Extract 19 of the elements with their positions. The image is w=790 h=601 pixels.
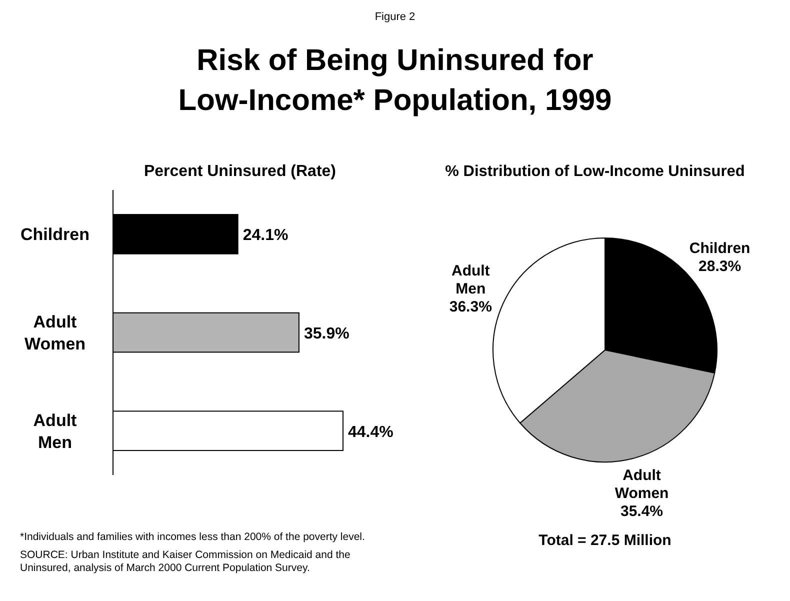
data-label: 35.4% — [620, 503, 664, 520]
chart-title: % Distribution of Low-Income Uninsured — [445, 163, 745, 180]
text: Total = 27.5 Million — [538, 532, 672, 549]
slice-label: Children — [689, 240, 750, 257]
source-note: SOURCE: Urban Institute and Kaiser Commission on Medicaid and the Uninsured, analysis of March 2000 Current Population Survey. — [20, 549, 350, 574]
slice-label: Adult Women — [614, 467, 669, 502]
chart-subtitle: Percent Uninsured (Rate) — [144, 163, 336, 180]
y-tick-label: Adult Women — [24, 312, 86, 354]
data-label: 24.1% — [242, 227, 288, 244]
y-tick-label: Adult Men — [33, 410, 78, 452]
caption: Figure 2 — [374, 11, 416, 23]
data-label: 44.4% — [348, 424, 394, 441]
y-tick-label: Children — [20, 225, 90, 244]
data-label: 28.3% — [698, 258, 742, 275]
slice-label: Adult Men — [451, 262, 490, 298]
data-label: 35.9% — [304, 326, 350, 342]
data-label: 36.3% — [449, 298, 492, 316]
chart-title: Risk of Being Uninsured for Low-Income* Population, 1999 — [178, 44, 612, 117]
text: *Individuals and families with incomes less than 200% of the poverty level. — [20, 531, 365, 543]
